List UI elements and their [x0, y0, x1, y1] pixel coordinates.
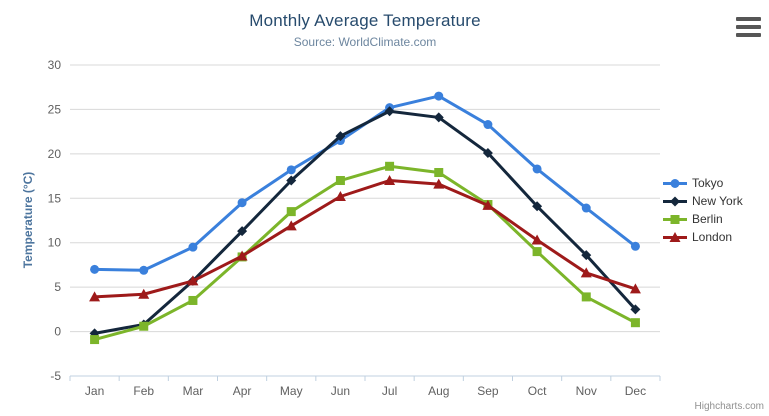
x-axis-label: Mar [183, 384, 204, 398]
data-point-marker[interactable] [581, 203, 591, 213]
data-point-marker[interactable] [483, 120, 493, 130]
data-point-marker[interactable] [90, 335, 100, 345]
hamburger-menu-icon[interactable] [736, 17, 761, 37]
data-point-marker[interactable] [286, 207, 296, 217]
data-point-marker[interactable] [385, 161, 395, 171]
data-point-marker[interactable] [580, 267, 592, 278]
data-point-marker[interactable] [236, 250, 248, 261]
data-point-marker[interactable] [90, 264, 100, 274]
legend-item-new-york[interactable]: New York [663, 194, 743, 208]
data-point-marker[interactable] [433, 112, 444, 123]
legend-marker[interactable] [670, 214, 680, 224]
legend-symbol-square [663, 214, 687, 224]
data-point-marker[interactable] [285, 220, 297, 231]
series-tokyo [90, 91, 640, 275]
legend-item-berlin[interactable]: Berlin [663, 212, 743, 226]
data-point-marker[interactable] [335, 176, 345, 186]
legend-marker[interactable] [669, 231, 681, 242]
hamburger-bar [736, 25, 761, 29]
data-point-marker[interactable] [630, 241, 640, 251]
y-axis-title: Temperature (°C) [21, 171, 35, 269]
data-point-marker[interactable] [188, 242, 198, 252]
data-point-marker[interactable] [532, 164, 542, 174]
y-axis-label: -5 [50, 369, 61, 383]
series-line [93, 109, 637, 335]
x-axis-label: Oct [528, 384, 547, 398]
legend-symbol-circle [663, 178, 687, 188]
series-line [93, 179, 637, 299]
data-point-marker[interactable] [434, 91, 444, 101]
legend-item-london[interactable]: London [663, 230, 743, 244]
data-point-marker[interactable] [581, 250, 592, 261]
y-axis-label: 20 [48, 147, 62, 161]
legend: Tokyo New York Berlin London [663, 176, 743, 244]
data-point-marker[interactable] [384, 106, 395, 117]
data-point-marker[interactable] [138, 288, 150, 299]
x-axis-label: Jan [85, 384, 104, 398]
data-point-marker[interactable] [139, 265, 149, 275]
y-axis-label: 25 [48, 102, 62, 116]
data-point-marker[interactable] [630, 304, 641, 315]
x-axis-label: May [280, 384, 303, 398]
data-point-marker[interactable] [187, 275, 199, 286]
legend-label: Berlin [692, 212, 723, 226]
data-point-marker[interactable] [482, 199, 494, 210]
x-axis-label: Dec [625, 384, 646, 398]
data-point-marker[interactable] [433, 178, 445, 189]
data-point-marker[interactable] [237, 198, 247, 208]
data-point-marker[interactable] [89, 291, 101, 302]
y-axis-label: 30 [48, 58, 62, 72]
legend-symbol-triangle [663, 231, 687, 242]
data-point-marker[interactable] [286, 175, 297, 186]
legend-marker[interactable] [670, 196, 680, 206]
x-axis-label: Jul [382, 384, 397, 398]
chart-title: Monthly Average Temperature [249, 11, 481, 30]
chart-subtitle: Source: WorldClimate.com [293, 35, 437, 49]
data-point-marker[interactable] [384, 175, 396, 186]
legend-label: Tokyo [692, 176, 724, 190]
data-point-marker[interactable] [434, 168, 444, 178]
data-point-marker[interactable] [482, 147, 493, 158]
legend-label: New York [692, 194, 743, 208]
hamburger-bar [736, 33, 761, 37]
x-axis-label: Sep [477, 384, 499, 398]
data-point-marker[interactable] [532, 201, 543, 212]
x-axis-label: Aug [428, 384, 449, 398]
series-london [89, 175, 641, 302]
legend-symbol-diamond [663, 196, 687, 206]
data-point-marker[interactable] [334, 191, 346, 202]
x-axis-label: Feb [133, 384, 154, 398]
y-axis-label: 15 [48, 191, 62, 205]
data-point-marker[interactable] [188, 295, 198, 305]
data-point-marker[interactable] [629, 283, 641, 294]
x-axis-label: Nov [576, 384, 597, 398]
series-new-york [89, 106, 641, 339]
data-point-marker[interactable] [237, 226, 248, 237]
legend-item-tokyo[interactable]: Tokyo [663, 176, 743, 190]
legend-marker[interactable] [670, 178, 680, 188]
series-line [93, 164, 637, 342]
data-point-marker[interactable] [630, 318, 640, 328]
data-point-marker[interactable] [286, 165, 296, 175]
data-point-marker[interactable] [335, 131, 346, 142]
y-axis-label: 5 [54, 280, 61, 294]
y-axis-label: 0 [54, 325, 61, 339]
data-point-marker[interactable] [532, 247, 542, 257]
x-axis-label: Jun [331, 384, 350, 398]
hamburger-bar [736, 17, 761, 21]
y-axis-label: 10 [48, 236, 62, 250]
legend-label: London [692, 230, 733, 244]
data-point-marker[interactable] [139, 321, 149, 331]
credits-link[interactable]: Highcharts.com [694, 401, 764, 412]
data-point-marker[interactable] [531, 234, 543, 245]
x-axis-label: Apr [233, 384, 252, 398]
data-point-marker[interactable] [581, 292, 591, 302]
